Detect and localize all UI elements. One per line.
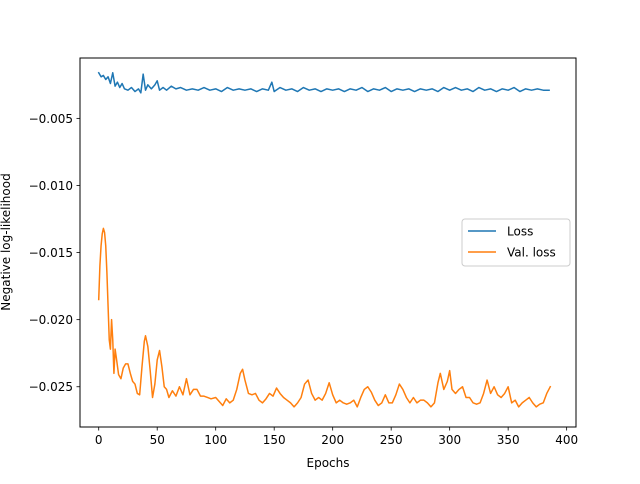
series-layer	[97, 71, 552, 408]
y-axis-label: Negative log-likelihood	[0, 173, 13, 310]
x-tick-label: 350	[497, 433, 520, 447]
x-tick-label: 300	[438, 433, 461, 447]
x-tick-label: 50	[150, 433, 165, 447]
x-tick-label: 0	[95, 433, 103, 447]
plot-frame	[79, 57, 577, 428]
x-axis-ticks: 0 50 100 150 200 250 300 350 400	[95, 427, 578, 447]
series-line-loss	[97, 71, 550, 94]
y-tick-label: −0.005	[29, 112, 73, 126]
y-tick-label: −0.010	[29, 179, 73, 193]
series-line-val-loss	[97, 227, 552, 408]
x-tick-label: 100	[204, 433, 227, 447]
y-axis-ticks: −0.025 −0.020 −0.015 −0.010 −0.005	[29, 112, 80, 394]
y-tick-label: −0.020	[29, 313, 73, 327]
y-tick-label: −0.025	[29, 380, 73, 394]
x-tick-label: 150	[263, 433, 286, 447]
legend-label-val-loss: Val. loss	[507, 246, 556, 260]
x-tick-label: 250	[380, 433, 403, 447]
legend-label-loss: Loss	[507, 225, 533, 239]
x-tick-label: 200	[321, 433, 344, 447]
x-tick-label: 400	[555, 433, 578, 447]
y-tick-label: −0.015	[29, 246, 73, 260]
x-axis-label: Epochs	[307, 456, 350, 470]
legend: Loss Val. loss	[461, 218, 571, 267]
